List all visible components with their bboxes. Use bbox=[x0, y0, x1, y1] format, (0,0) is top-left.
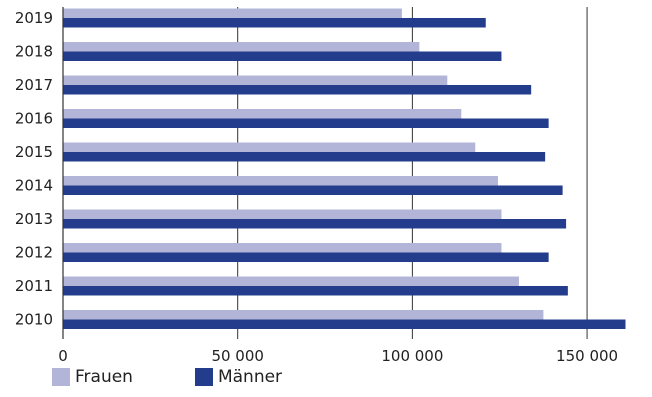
y-tick-label: 2013 bbox=[15, 210, 53, 228]
bar-maenner bbox=[63, 286, 568, 296]
x-tick-label: 50 000 bbox=[211, 347, 264, 365]
x-tick-label: 150 000 bbox=[556, 347, 618, 365]
bar-maenner bbox=[63, 185, 563, 195]
bar-frauen bbox=[63, 243, 502, 253]
legend-item-frauen: Frauen bbox=[52, 367, 133, 387]
axes: 0 50 000 100 000 150 000 2019 2018 2017 2016 201… bbox=[15, 7, 618, 365]
bar-frauen bbox=[63, 8, 402, 18]
y-tick-label: 2017 bbox=[15, 76, 53, 94]
legend: Frauen Männer bbox=[52, 366, 344, 388]
y-tick-label: 2010 bbox=[15, 311, 53, 329]
bar-maenner bbox=[63, 18, 486, 28]
bar-frauen bbox=[63, 109, 462, 119]
bar-frauen bbox=[63, 42, 420, 52]
bar-frauen bbox=[63, 276, 519, 286]
y-tick-label: 2014 bbox=[15, 177, 53, 195]
bar-maenner bbox=[63, 51, 502, 61]
y-tick-label: 2016 bbox=[15, 110, 53, 128]
y-tick-label: 2011 bbox=[15, 277, 53, 295]
bar-frauen bbox=[63, 209, 502, 219]
y-tick-label: 2012 bbox=[15, 244, 53, 262]
x-tick-label: 100 000 bbox=[381, 347, 443, 365]
bars bbox=[63, 8, 626, 329]
bar-maenner bbox=[63, 85, 532, 95]
legend-swatch-maenner bbox=[194, 368, 213, 386]
legend-item-maenner: Männer bbox=[194, 367, 283, 387]
bar-frauen bbox=[63, 142, 476, 152]
legend-label-maenner: Männer bbox=[217, 367, 283, 387]
bar-frauen bbox=[63, 176, 498, 186]
y-tick-label: 2019 bbox=[15, 9, 53, 27]
x-tick-label: 0 bbox=[58, 347, 68, 365]
bar-maenner bbox=[63, 118, 549, 128]
bar-maenner bbox=[63, 252, 549, 262]
legend-swatch-frauen bbox=[52, 368, 70, 386]
y-tick-label: 2018 bbox=[15, 43, 53, 61]
bar-maenner bbox=[63, 319, 626, 329]
legend-label-frauen: Frauen bbox=[75, 367, 133, 387]
bar-maenner bbox=[63, 152, 546, 162]
y-tick-label: 2015 bbox=[15, 143, 53, 161]
bar-frauen bbox=[63, 75, 448, 85]
bar-maenner bbox=[63, 219, 567, 229]
bar-frauen bbox=[63, 310, 544, 320]
